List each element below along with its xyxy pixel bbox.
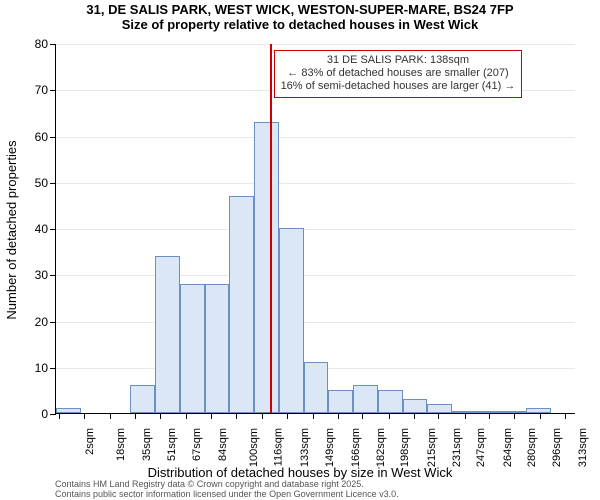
footer-attribution: Contains HM Land Registry data © Crown c… bbox=[55, 480, 399, 500]
x-tick-label: 247sqm bbox=[475, 428, 487, 467]
property-marker-line bbox=[270, 44, 272, 413]
x-tick bbox=[389, 413, 390, 419]
y-tick-label: 30 bbox=[18, 268, 48, 282]
x-tick-label: 133sqm bbox=[299, 428, 311, 467]
x-tick-label: 182sqm bbox=[375, 428, 387, 467]
histogram-bar bbox=[304, 362, 329, 413]
histogram-bar bbox=[254, 122, 279, 413]
x-tick-label: 84sqm bbox=[217, 428, 229, 461]
x-tick-label: 215sqm bbox=[426, 428, 438, 467]
annotation-line-2: ← 83% of detached houses are smaller (20… bbox=[281, 67, 516, 80]
title-line-2: Size of property relative to detached ho… bbox=[0, 17, 600, 32]
y-tick-label: 40 bbox=[18, 222, 48, 236]
grid-line bbox=[56, 322, 575, 323]
y-tick bbox=[50, 368, 56, 369]
y-tick bbox=[50, 44, 56, 45]
plot-area: 010203040506070802sqm18sqm35sqm51sqm67sq… bbox=[55, 44, 575, 414]
x-tick-label: 296sqm bbox=[551, 428, 563, 467]
x-tick bbox=[465, 413, 466, 419]
x-tick-label: 264sqm bbox=[502, 428, 514, 467]
x-axis-label: Distribution of detached houses by size … bbox=[0, 465, 600, 480]
histogram-bar bbox=[353, 385, 378, 413]
histogram-bar bbox=[403, 399, 428, 413]
y-tick-label: 70 bbox=[18, 83, 48, 97]
x-tick bbox=[338, 413, 339, 419]
x-tick bbox=[489, 413, 490, 419]
histogram-bar bbox=[328, 390, 353, 413]
x-tick-label: 231sqm bbox=[451, 428, 463, 467]
y-tick-label: 60 bbox=[18, 130, 48, 144]
x-tick bbox=[110, 413, 111, 419]
y-tick bbox=[50, 90, 56, 91]
y-tick-label: 10 bbox=[18, 361, 48, 375]
x-tick bbox=[236, 413, 237, 419]
y-tick bbox=[50, 229, 56, 230]
x-tick bbox=[287, 413, 288, 419]
title-line-1: 31, DE SALIS PARK, WEST WICK, WESTON-SUP… bbox=[0, 2, 600, 17]
x-tick bbox=[565, 413, 566, 419]
x-tick-label: 116sqm bbox=[272, 428, 284, 466]
x-tick-label: 2sqm bbox=[84, 428, 96, 455]
x-tick bbox=[59, 413, 60, 419]
histogram-bar bbox=[526, 408, 551, 413]
x-tick bbox=[160, 413, 161, 419]
histogram-bar bbox=[130, 385, 155, 413]
x-tick bbox=[262, 413, 263, 419]
x-tick bbox=[362, 413, 363, 419]
grid-line bbox=[56, 229, 575, 230]
annotation-box: 31 DE SALIS PARK: 138sqm← 83% of detache… bbox=[274, 50, 523, 98]
y-tick bbox=[50, 275, 56, 276]
y-tick bbox=[50, 414, 56, 415]
x-tick-label: 51sqm bbox=[166, 428, 178, 461]
x-tick-label: 100sqm bbox=[248, 428, 260, 467]
x-tick-label: 313sqm bbox=[578, 428, 590, 467]
grid-line bbox=[56, 137, 575, 138]
y-tick-label: 0 bbox=[18, 407, 48, 421]
y-tick bbox=[50, 137, 56, 138]
y-tick-label: 20 bbox=[18, 315, 48, 329]
x-tick bbox=[438, 413, 439, 419]
y-tick bbox=[50, 322, 56, 323]
y-tick-label: 50 bbox=[18, 176, 48, 190]
grid-line bbox=[56, 44, 575, 45]
x-tick-label: 18sqm bbox=[115, 428, 127, 461]
histogram-bar bbox=[378, 390, 403, 413]
x-tick-label: 280sqm bbox=[526, 428, 538, 467]
annotation-line-3: 16% of semi-detached houses are larger (… bbox=[281, 80, 516, 93]
y-axis-label: Number of detached properties bbox=[4, 140, 19, 319]
footer-line-2: Contains public sector information licen… bbox=[55, 490, 399, 500]
x-tick bbox=[135, 413, 136, 419]
y-tick-label: 80 bbox=[18, 37, 48, 51]
chart-container: 31, DE SALIS PARK, WEST WICK, WESTON-SUP… bbox=[0, 0, 600, 500]
histogram-bar bbox=[155, 256, 180, 413]
histogram-bar bbox=[279, 228, 304, 413]
x-tick bbox=[414, 413, 415, 419]
x-tick bbox=[211, 413, 212, 419]
histogram-bar bbox=[229, 196, 254, 413]
x-tick-label: 67sqm bbox=[191, 428, 203, 461]
x-tick bbox=[313, 413, 314, 419]
x-tick-label: 166sqm bbox=[350, 428, 362, 467]
histogram-bar bbox=[180, 284, 205, 414]
grid-line bbox=[56, 183, 575, 184]
x-tick-label: 198sqm bbox=[400, 428, 412, 467]
x-tick bbox=[514, 413, 515, 419]
annotation-line-1: 31 DE SALIS PARK: 138sqm bbox=[281, 54, 516, 67]
x-tick-label: 35sqm bbox=[141, 428, 153, 461]
histogram-bar bbox=[205, 284, 230, 414]
x-tick bbox=[84, 413, 85, 419]
x-tick-label: 149sqm bbox=[324, 428, 336, 467]
histogram-bar bbox=[427, 404, 452, 413]
y-tick bbox=[50, 183, 56, 184]
grid-line bbox=[56, 275, 575, 276]
x-tick bbox=[540, 413, 541, 419]
title-block: 31, DE SALIS PARK, WEST WICK, WESTON-SUP… bbox=[0, 2, 600, 32]
x-tick bbox=[186, 413, 187, 419]
